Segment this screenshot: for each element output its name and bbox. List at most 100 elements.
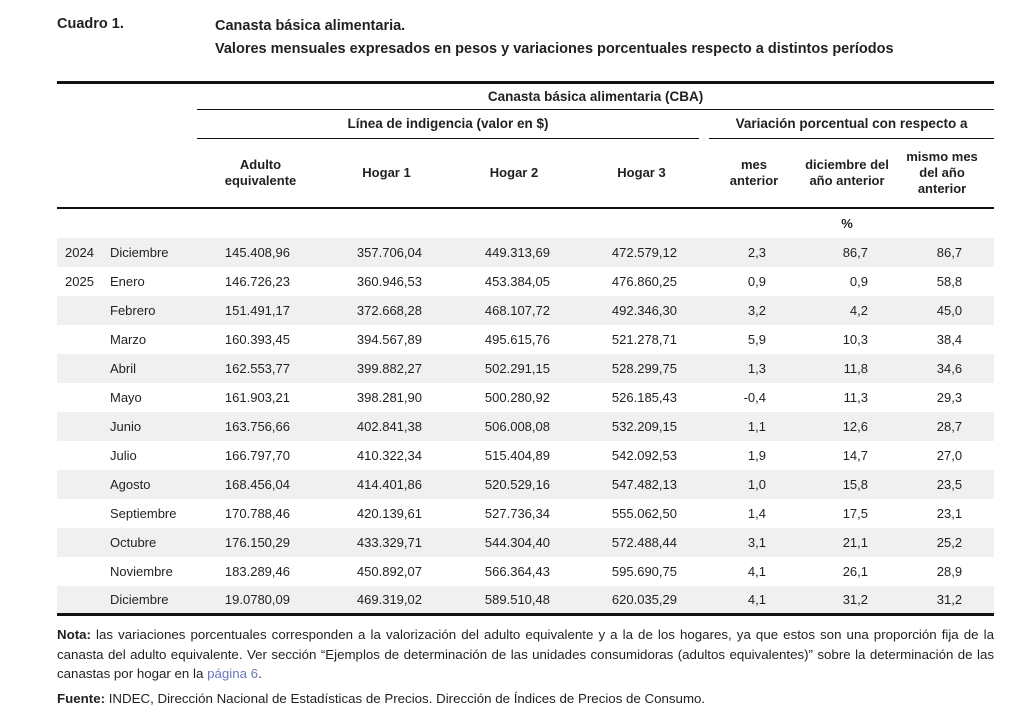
column-header-row: Adulto equivalente Hogar 1 Hogar 2 Hogar… <box>57 138 995 209</box>
year-cell: 2024 <box>65 244 94 260</box>
value-cell: 5,9 <box>747 331 766 347</box>
value-cell: 23,1 <box>936 505 963 521</box>
value-cell: 166.797,70 <box>224 447 290 463</box>
value-cell: 28,9 <box>936 563 963 579</box>
value-cell: 176.150,29 <box>224 534 290 550</box>
value-cell: 472.579,12 <box>611 244 677 260</box>
value-cell: 4,1 <box>747 563 766 579</box>
table-row: Junio 163.756,66 402.841,38 506.008,08 5… <box>57 411 995 441</box>
value-cell: 572.488,44 <box>611 534 677 550</box>
value-cell: 450.892,07 <box>356 563 422 579</box>
value-cell: 28,7 <box>936 418 963 434</box>
value-cell: 468.107,72 <box>484 302 550 318</box>
month-cell: Junio <box>110 418 142 434</box>
value-cell: 520.529,16 <box>484 476 550 492</box>
title-line-1: Canasta básica alimentaria. <box>215 18 406 34</box>
month-cell: Marzo <box>110 331 147 347</box>
table-row: Julio 166.797,70 410.322,34 515.404,89 5… <box>57 440 995 470</box>
value-cell: 31,2 <box>936 592 963 608</box>
value-cell: 360.946,53 <box>356 273 422 289</box>
year-cell <box>57 557 107 586</box>
month-cell: Enero <box>110 273 145 289</box>
value-cell: 183.289,46 <box>224 563 290 579</box>
column-header-mes-anterior: mes anterior <box>704 138 804 209</box>
value-cell: 11,8 <box>843 360 868 376</box>
value-cell: 1,4 <box>747 505 766 521</box>
value-cell: 527.736,34 <box>484 505 550 521</box>
value-cell: 532.209,15 <box>611 418 677 434</box>
month-cell: Septiembre <box>110 505 177 521</box>
value-cell: 31,2 <box>842 592 868 608</box>
nota-label: Nota: <box>57 627 91 643</box>
table-row: Mayo 161.903,21 398.281,90 500.280,92 52… <box>57 382 995 412</box>
cba-table: Canasta básica alimentaria (CBA) Línea d… <box>57 81 995 617</box>
month-cell: Noviembre <box>110 563 173 579</box>
pagina-6-link[interactable]: página 6 <box>207 665 259 681</box>
value-cell: 476.860,25 <box>611 273 677 289</box>
table-row: Diciembre 19.0780,09 469.319,02 589.510,… <box>57 585 995 615</box>
value-cell: 394.567,89 <box>356 331 422 347</box>
value-cell: 86,7 <box>936 244 963 260</box>
column-header-hogar-1: Hogar 1 <box>324 138 449 209</box>
value-cell: -0,4 <box>743 389 766 405</box>
year-cell <box>57 383 107 412</box>
month-cell: Mayo <box>110 389 142 405</box>
value-cell: 58,8 <box>936 273 963 289</box>
value-cell: 15,8 <box>842 476 868 492</box>
table-row: Abril 162.553,77 399.882,27 502.291,15 5… <box>57 353 995 383</box>
value-cell: 161.903,21 <box>224 389 290 405</box>
value-cell: 492.346,30 <box>611 302 677 318</box>
value-cell: 469.319,02 <box>356 592 422 608</box>
value-cell: 11,3 <box>843 389 868 405</box>
table-row: Marzo 160.393,45 394.567,89 495.615,76 5… <box>57 324 995 354</box>
value-cell: 14,7 <box>842 447 868 463</box>
month-cell: Abril <box>110 360 137 376</box>
value-cell: 86,7 <box>842 244 868 260</box>
year-cell <box>57 528 107 557</box>
value-cell: 168.456,04 <box>224 476 290 492</box>
value-cell: 45,0 <box>936 302 963 318</box>
nota-text: las variaciones porcentuales corresponde… <box>57 627 994 681</box>
title-line-2: Valores mensuales expresados en pesos y … <box>215 41 894 58</box>
column-header-hogar-3: Hogar 3 <box>579 138 704 209</box>
value-cell: 506.008,08 <box>484 418 550 434</box>
year-cell <box>57 499 107 528</box>
value-cell: 146.726,23 <box>224 273 290 289</box>
value-cell: 1,0 <box>747 476 766 492</box>
value-cell: 595.690,75 <box>611 563 677 579</box>
year-cell: 2025 <box>65 273 94 289</box>
table-row: 2025 Enero 146.726,23 360.946,53 453.384… <box>57 266 995 296</box>
value-cell: 145.408,96 <box>224 244 290 260</box>
table-row: 2024 Diciembre 145.408,96 357.706,04 449… <box>57 237 995 267</box>
value-cell: 414.401,86 <box>356 476 422 492</box>
table-number-label: Cuadro 1. <box>57 16 124 32</box>
value-cell: 420.139,61 <box>356 505 422 521</box>
table-row: Febrero 151.491,17 372.668,28 468.107,72… <box>57 295 995 325</box>
value-cell: 410.322,34 <box>356 447 422 463</box>
value-cell: 38,4 <box>936 331 963 347</box>
table-row: Octubre 176.150,29 433.329,71 544.304,40… <box>57 527 995 557</box>
value-cell: 10,3 <box>842 331 868 347</box>
month-cell: Julio <box>110 447 137 463</box>
year-cell <box>57 441 107 470</box>
value-cell: 0,9 <box>849 273 868 289</box>
column-header-mismo-mes: mismo mes del año anterior <box>890 138 995 209</box>
value-cell: 4,1 <box>747 592 766 608</box>
percent-unit-label: % <box>841 215 853 231</box>
value-cell: 29,3 <box>936 389 963 405</box>
value-cell: 2,3 <box>747 244 766 260</box>
column-header-hogar-2: Hogar 2 <box>449 138 579 209</box>
subgroup-indigencia: Línea de indigencia (valor en $) <box>197 110 699 139</box>
value-cell: 170.788,46 <box>224 505 290 521</box>
value-cell: 515.404,89 <box>484 447 550 463</box>
table-row: Septiembre 170.788,46 420.139,61 527.736… <box>57 498 995 528</box>
title-bar: Cuadro 1. Canasta básica alimentaria. Va… <box>57 15 992 61</box>
value-cell: 3,2 <box>747 302 766 318</box>
value-cell: 402.841,38 <box>356 418 422 434</box>
value-cell: 1,3 <box>747 360 766 376</box>
value-cell: 27,0 <box>936 447 963 463</box>
month-cell: Diciembre <box>110 592 169 608</box>
column-header-diciembre-anterior: diciembre del año anterior <box>804 138 890 209</box>
year-cell <box>57 586 107 615</box>
